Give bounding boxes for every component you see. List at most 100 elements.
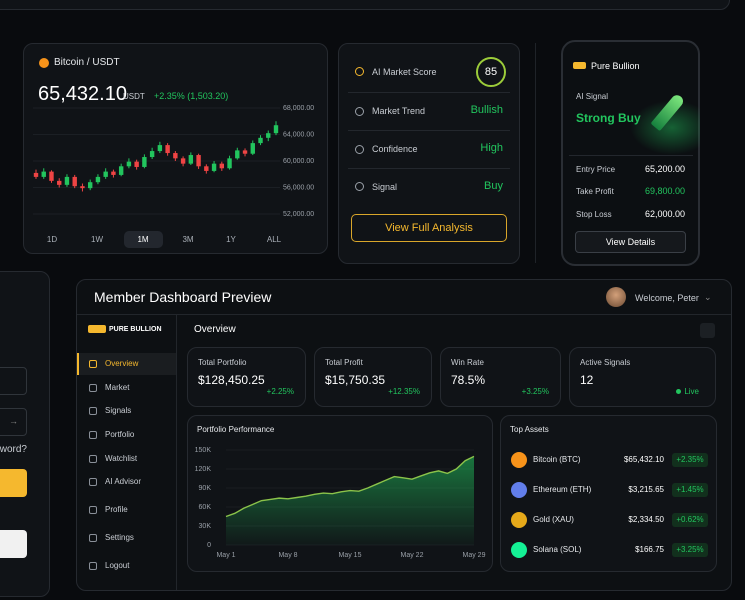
- candle-body: [227, 158, 232, 169]
- signal-icon: [355, 182, 364, 191]
- divider: [348, 168, 510, 169]
- assets-title: Top Assets: [510, 425, 549, 434]
- y-tick-label: 150K: [195, 447, 212, 454]
- input[interactable]: [0, 408, 27, 436]
- details-button[interactable]: [575, 231, 686, 253]
- asset-icon: [511, 512, 527, 528]
- asset-change: +2.35%: [676, 455, 704, 464]
- performance-title: Portfolio Performance: [197, 425, 275, 434]
- asset-change-pill: [672, 453, 708, 467]
- arrow-icon: →: [9, 416, 18, 426]
- score: 85: [484, 66, 498, 78]
- range-button[interactable]: 1Y: [226, 235, 236, 244]
- stat-card: [569, 347, 716, 407]
- ai-row-label: AI Market Score: [372, 67, 437, 77]
- nav-item[interactable]: Profile: [105, 505, 128, 514]
- section-title: Overview: [194, 324, 236, 335]
- nav-icon: [89, 384, 97, 392]
- asset-name: Ethereum (ETH): [533, 485, 592, 494]
- analysis-button-label[interactable]: View Full Analysis: [385, 222, 473, 234]
- divider: [348, 130, 510, 131]
- signal: Strong Buy: [576, 111, 641, 125]
- expand-button[interactable]: [700, 323, 715, 338]
- candle-body: [266, 133, 271, 138]
- nav-icon: [89, 506, 97, 514]
- asset-change: +1.45%: [676, 485, 704, 494]
- range-button[interactable]: 1D: [47, 235, 57, 244]
- nav-item[interactable]: AI Advisor: [105, 477, 142, 486]
- phone-row-label: Entry Price: [576, 165, 616, 174]
- divider: [176, 315, 177, 590]
- range-active[interactable]: [124, 231, 163, 248]
- x-tick-label: May 29: [463, 552, 486, 559]
- asset-price: $2,334.50: [628, 515, 664, 524]
- candle-body: [87, 182, 93, 189]
- primary-button[interactable]: [0, 469, 27, 497]
- y-tick-label: 90K: [199, 485, 212, 492]
- asset-name: Solana (SOL): [533, 545, 582, 554]
- nav-icon: [89, 360, 97, 368]
- stat-card: [440, 347, 561, 407]
- stat-value: $15,750.35: [325, 373, 386, 387]
- asset-change-pill: [672, 543, 708, 557]
- divider: [535, 43, 536, 263]
- asset-icon: [511, 452, 527, 468]
- phone-row-value: 62,000.00: [644, 209, 685, 219]
- stat-label: Active Signals: [580, 358, 631, 367]
- candle-body: [258, 137, 263, 144]
- candle-body: [41, 171, 46, 177]
- range-button[interactable]: ALL: [267, 235, 282, 244]
- welcome: Welcome, Peter: [635, 293, 699, 303]
- price-unit: USDT: [123, 92, 145, 101]
- chevron[interactable]: ⌄: [704, 292, 712, 302]
- logo-mark: [88, 325, 106, 333]
- nav-item[interactable]: Overview: [105, 359, 139, 368]
- asset-price: $3,215.65: [628, 485, 664, 494]
- candle-body: [165, 145, 170, 154]
- candle-body: [95, 176, 101, 183]
- phone-logo: [573, 62, 586, 69]
- secondary-button[interactable]: [0, 530, 27, 558]
- live-dot: [676, 389, 681, 394]
- forgot-link[interactable]: sword?: [0, 444, 27, 455]
- nav-item[interactable]: Market: [105, 383, 130, 392]
- range-button[interactable]: 1M: [137, 235, 148, 244]
- candle-body: [111, 171, 116, 175]
- candle-body: [196, 155, 201, 167]
- range-button[interactable]: 3M: [182, 235, 193, 244]
- stat-change: +12.35%: [388, 387, 420, 396]
- candle-body: [72, 176, 77, 187]
- nav-item[interactable]: Logout: [105, 561, 130, 570]
- phone-row-value: 69,800.00: [644, 186, 685, 196]
- score-ring: [476, 57, 506, 87]
- stat-label: Total Profit: [325, 358, 363, 367]
- phone-row-label: Take Profit: [576, 187, 614, 196]
- analysis-button[interactable]: [351, 214, 507, 242]
- range-button[interactable]: 1W: [91, 235, 103, 244]
- y-tick-label: 52,000.00: [283, 211, 314, 218]
- stat-change: +3.25%: [521, 387, 549, 396]
- phone-row-value: 65,200.00: [644, 164, 685, 174]
- nav-active[interactable]: [77, 353, 176, 375]
- candle-body: [211, 163, 217, 171]
- candle-body: [173, 153, 178, 159]
- candle-body: [103, 171, 108, 177]
- candle-body: [134, 161, 139, 167]
- candle-body: [235, 150, 240, 159]
- ai-row-label: Market Trend: [372, 106, 426, 116]
- divider: [569, 155, 693, 156]
- input[interactable]: [0, 367, 27, 395]
- nav-item[interactable]: Watchlist: [105, 454, 138, 463]
- nav-icon: [89, 478, 97, 486]
- details-button-label[interactable]: View Details: [605, 237, 656, 247]
- asset-name: Gold (XAU): [533, 515, 574, 524]
- nav-icon: [89, 407, 97, 415]
- price-change: +2.35% (1,503.20): [154, 91, 229, 101]
- price-card: [23, 43, 328, 254]
- y-tick-label: 68,000.00: [283, 105, 314, 112]
- stat-label: Total Portfolio: [198, 358, 247, 367]
- nav-item[interactable]: Settings: [105, 533, 134, 542]
- nav-item[interactable]: Portfolio: [105, 430, 135, 439]
- nav-item[interactable]: Signals: [105, 406, 132, 415]
